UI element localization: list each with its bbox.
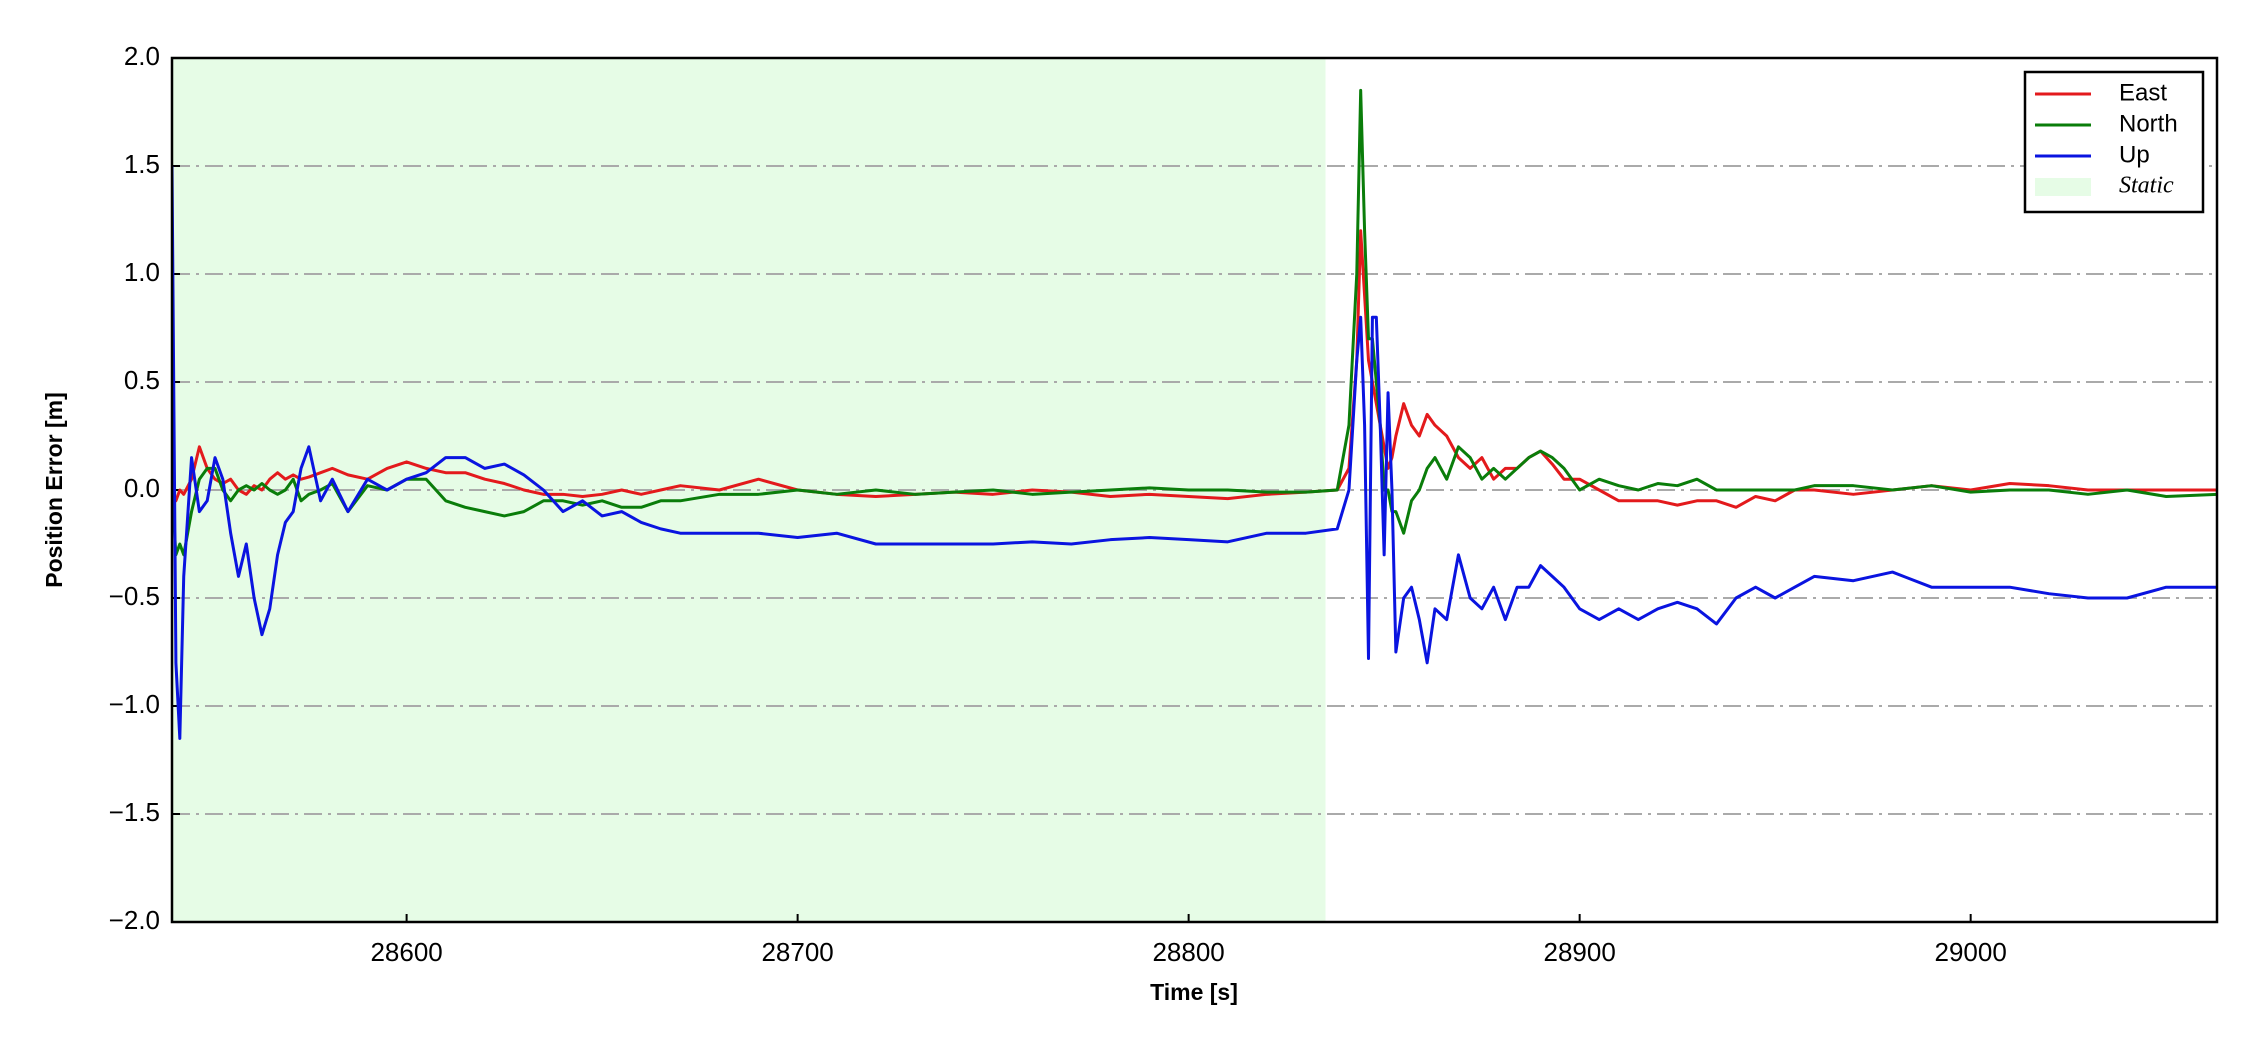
y-tick-label: 1.0 — [124, 257, 160, 287]
x-tick-label: 29000 — [1935, 937, 2007, 967]
y-tick-label: −1.0 — [109, 689, 160, 719]
y-tick-label: 0.5 — [124, 365, 160, 395]
legend-label: East — [2119, 79, 2167, 106]
y-axis-label: Position Error [m] — [41, 392, 67, 588]
x-axis-label: Time [s] — [1150, 979, 1238, 1005]
legend-swatch — [2035, 178, 2091, 196]
y-tick-label: 0.0 — [124, 473, 160, 503]
y-tick-label: 1.5 — [124, 149, 160, 179]
y-tick-label: −1.5 — [109, 797, 160, 827]
x-tick-label: 28700 — [761, 937, 833, 967]
x-tick-label: 28600 — [370, 937, 442, 967]
plot-frame — [170, 56, 2219, 924]
x-tick-label: 28900 — [1543, 937, 1615, 967]
y-tick-label: −2.0 — [109, 905, 160, 935]
legend-label: North — [2119, 110, 2178, 137]
x-tick-label: 28800 — [1152, 937, 1224, 967]
legend-label: Up — [2119, 141, 2150, 168]
legend-label: Static — [2119, 173, 2174, 199]
y-tick-label: 2.0 — [124, 41, 160, 71]
y-tick-label: −0.5 — [109, 581, 160, 611]
series-line — [172, 88, 2217, 557]
series-line — [172, 165, 2217, 740]
